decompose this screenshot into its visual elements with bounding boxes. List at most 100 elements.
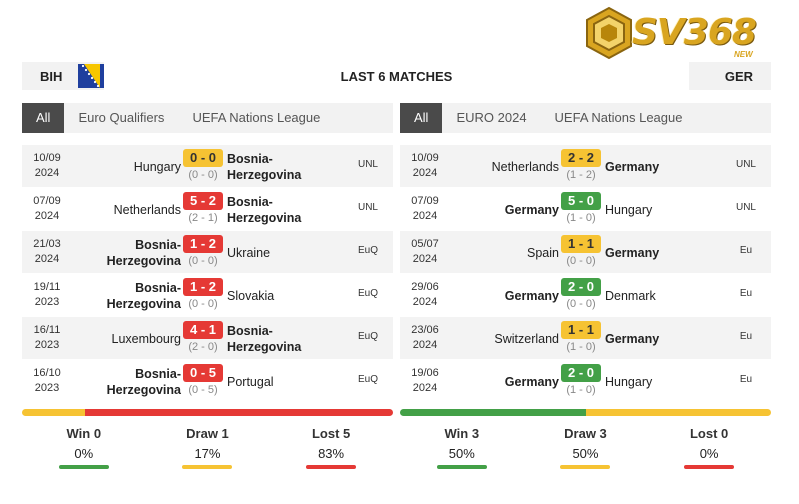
match-date: 21/03 2024 <box>28 237 66 267</box>
match-date-year: 2024 <box>412 253 438 265</box>
match-row[interactable]: 21/03 2024 Bosnia-Herzegovina 1 - 2 (0 - 0) U… <box>22 231 393 274</box>
stat-label: Draw 3 <box>564 426 607 441</box>
score-badge: 2 - 2 <box>561 149 601 167</box>
match-date: 07/09 2024 <box>406 194 444 224</box>
tab-nations-league[interactable]: UEFA Nations League <box>192 110 321 125</box>
stat-label: Lost 0 <box>689 426 729 441</box>
competition-code: UNL <box>735 202 756 213</box>
match-date-day: 16/10 <box>33 367 61 379</box>
tab-euro-qualifiers[interactable]: Euro Qualifiers <box>78 110 165 125</box>
match-date-day: 21/03 <box>33 238 61 250</box>
home-team[interactable]: Luxembourg <box>111 331 182 346</box>
halftime-score: (0 - 0) <box>566 298 596 310</box>
tab-all[interactable]: All <box>22 103 65 133</box>
bosnia-flag-icon <box>78 64 104 88</box>
match-row[interactable]: 23/06 2024 Switzerland 1 - 1 (1 - 0) Germany E… <box>400 317 771 360</box>
competition-code: Eu <box>739 331 753 342</box>
match-date-year: 2024 <box>34 253 60 265</box>
score-badge: 5 - 2 <box>183 192 223 210</box>
score-badge: 2 - 0 <box>561 364 601 382</box>
away-team[interactable]: Ukraine <box>227 245 271 260</box>
away-team[interactable]: Germany <box>605 245 660 260</box>
tab-euro-2024[interactable]: EURO 2024 <box>456 110 527 125</box>
match-date-year: 2023 <box>34 339 60 351</box>
halftime-score: (2 - 0) <box>188 341 218 353</box>
match-date: 19/06 2024 <box>406 366 444 396</box>
stat-percent: 0% <box>74 446 94 461</box>
halftime-score: (0 - 5) <box>188 384 218 396</box>
match-row[interactable]: 16/11 2023 Luxembourg 4 - 1 (2 - 0) Bosnia-He… <box>22 317 393 360</box>
match-date-day: 07/09 <box>33 195 61 207</box>
halftime-score: (1 - 0) <box>566 341 596 353</box>
match-row[interactable]: 19/11 2023 Bosnia-Herzegovina 1 - 2 (0 - 0) S… <box>22 274 393 317</box>
match-date-day: 07/09 <box>411 195 439 207</box>
match-row[interactable]: 07/09 2024 Netherlands 5 - 2 (2 - 1) Bosnia-H… <box>22 188 393 231</box>
match-row[interactable]: 16/10 2023 Bosnia-Herzegovina 0 - 5 (0 - 5) P… <box>22 360 393 403</box>
match-date-day: 29/06 <box>411 281 439 293</box>
away-team[interactable]: Bosnia-Herzegovina <box>227 323 302 354</box>
home-team[interactable]: Netherlands <box>113 202 181 217</box>
away-team[interactable]: Portugal <box>227 374 274 389</box>
home-team[interactable]: Bosnia-Herzegovina <box>106 366 181 397</box>
stat-label: Win 3 <box>444 426 480 441</box>
cube-logo-icon <box>586 6 632 60</box>
home-team[interactable]: Switzerland <box>494 331 559 346</box>
away-team[interactable]: Bosnia-Herzegovina <box>227 151 302 182</box>
stat-label: Win 0 <box>66 426 102 441</box>
away-team[interactable]: Hungary <box>605 374 653 389</box>
header-bar: BIH LAST 6 MATCHES GER <box>22 62 771 90</box>
stat-underline <box>182 465 233 469</box>
away-team[interactable]: Germany <box>605 331 660 346</box>
match-date: 10/09 2024 <box>28 151 66 181</box>
competition-code: Eu <box>739 374 753 385</box>
home-team[interactable]: Netherlands <box>491 159 559 174</box>
home-team[interactable]: Germany <box>504 374 559 389</box>
tab-all[interactable]: All <box>400 103 443 133</box>
match-date-day: 19/11 <box>33 281 61 293</box>
stat-percent: 50% <box>448 446 475 461</box>
score-badge: 5 - 0 <box>561 192 601 210</box>
match-row[interactable]: 07/09 2024 Germany 5 - 0 (1 - 0) Hungary UNL <box>400 188 771 231</box>
match-row[interactable]: 10/09 2024 Netherlands 2 - 2 (1 - 2) Germany U… <box>400 145 771 188</box>
home-team[interactable]: Bosnia-Herzegovina <box>106 237 181 268</box>
halftime-score: (0 - 0) <box>188 169 218 181</box>
match-date-year: 2024 <box>412 382 438 394</box>
home-team[interactable]: Hungary <box>133 159 181 174</box>
match-date-year: 2024 <box>412 167 438 179</box>
match-row[interactable]: 05/07 2024 Spain 1 - 1 (0 - 0) Germany Eu <box>400 231 771 274</box>
score-badge: 0 - 5 <box>183 364 223 382</box>
halftime-score: (1 - 2) <box>566 169 596 181</box>
match-date-year: 2024 <box>412 296 438 308</box>
competition-code: EuQ <box>357 288 378 299</box>
away-team[interactable]: Slovakia <box>227 288 275 303</box>
home-team[interactable]: Germany <box>504 202 559 217</box>
match-date-year: 2023 <box>34 296 60 308</box>
left-tabs: All Euro Qualifiers UEFA Nations League <box>22 103 393 133</box>
home-team[interactable]: Germany <box>504 288 559 303</box>
competition-code: UNL <box>357 159 378 170</box>
stat-underline <box>436 465 487 469</box>
tab-nations-league[interactable]: UEFA Nations League <box>554 110 683 125</box>
away-team[interactable]: Germany <box>605 159 660 174</box>
halftime-score: (0 - 0) <box>188 298 218 310</box>
stat-block: Draw 1 17% <box>146 426 270 469</box>
away-team[interactable]: Denmark <box>605 288 656 303</box>
score-badge: 0 - 0 <box>183 149 223 167</box>
competition-code: UNL <box>735 159 756 170</box>
score-badge: 1 - 2 <box>183 278 223 296</box>
home-team[interactable]: Bosnia-Herzegovina <box>106 280 181 311</box>
match-row[interactable]: 29/06 2024 Germany 2 - 0 (0 - 0) Denmark Eu <box>400 274 771 317</box>
score-badge: 2 - 0 <box>561 278 601 296</box>
match-date: 16/10 2023 <box>28 366 66 396</box>
away-team[interactable]: Bosnia-Herzegovina <box>227 194 302 225</box>
match-date: 10/09 2024 <box>406 151 444 181</box>
halftime-score: (0 - 0) <box>188 255 218 267</box>
competition-code: Eu <box>739 245 753 256</box>
stat-underline <box>684 465 735 469</box>
away-team[interactable]: Hungary <box>605 202 653 217</box>
home-team[interactable]: Spain <box>527 245 559 260</box>
match-row[interactable]: 19/06 2024 Germany 2 - 0 (1 - 0) Hungary Eu <box>400 360 771 403</box>
match-date-year: 2024 <box>34 210 60 222</box>
match-row[interactable]: 10/09 2024 Hungary 0 - 0 (0 - 0) Bosnia-Herze… <box>22 145 393 188</box>
score-badge: 1 - 1 <box>561 235 601 253</box>
